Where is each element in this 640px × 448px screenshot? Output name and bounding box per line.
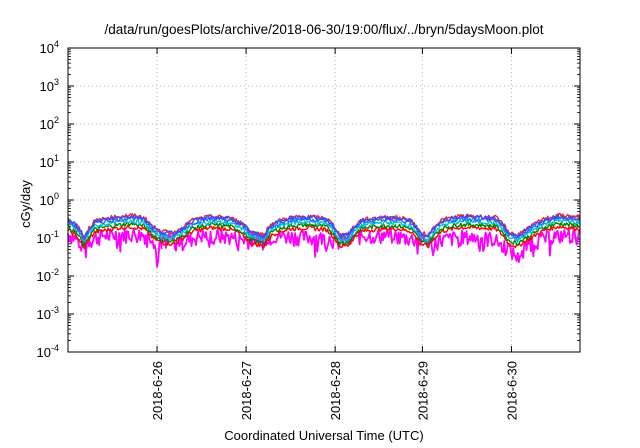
plot-frame (67, 47, 581, 353)
x-axis-label: Coordinated Universal Time (UTC) (224, 428, 423, 443)
chart-title: /data/run/goesPlots/archive/2018-06-30/1… (104, 22, 543, 37)
y-tick-label: 100 (40, 191, 59, 208)
plot-area: 10-4 10-3 10-2 10-1 100 101 102 103 104 2018-6-26… (37, 39, 581, 420)
y-tick-label: 10-4 (37, 343, 59, 360)
y-tick-label: 10-1 (37, 229, 59, 246)
y-axis-label: cGy/day (18, 180, 33, 228)
x-tick-label: 2018-6-26 (150, 361, 165, 420)
y-tick-label: 104 (40, 39, 59, 56)
y-tick-label: 10-3 (37, 305, 59, 322)
x-tick-label: 2018-6-29 (415, 361, 430, 420)
y-tick-label: 101 (40, 153, 59, 170)
y-tick-label: 10-2 (37, 267, 59, 284)
x-tick-label: 2018-6-27 (239, 361, 254, 420)
y-tick-label: 102 (40, 115, 59, 132)
y-tick-label: 103 (40, 77, 59, 94)
series-line (67, 228, 581, 268)
x-tick-label: 2018-6-30 (504, 361, 519, 420)
x-tick-label: 2018-6-28 (328, 361, 343, 420)
series-line (67, 215, 581, 241)
series-line (67, 213, 581, 239)
